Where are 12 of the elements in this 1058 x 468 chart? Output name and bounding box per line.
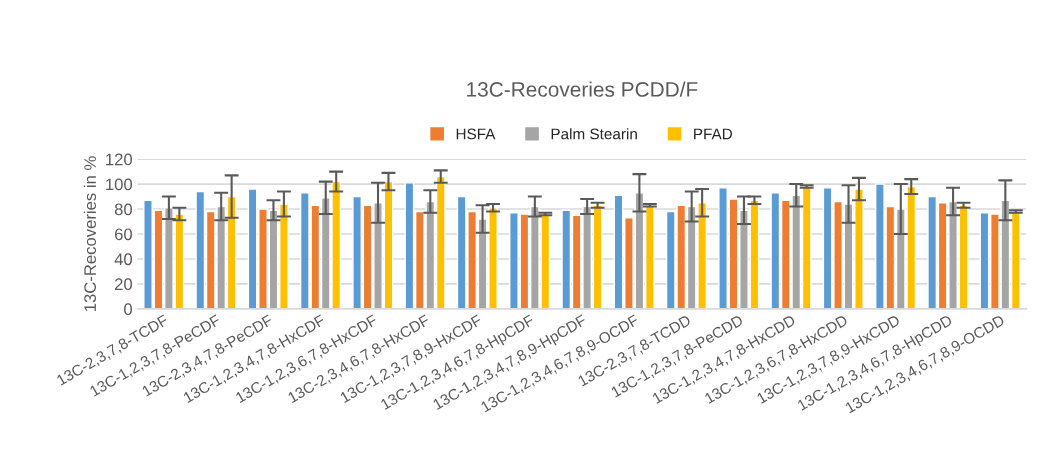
y-tick-label: 0 (124, 303, 133, 316)
y-tick-label: 120 (106, 153, 133, 166)
chart-title: 13C-Recoveries PCDD/F (467, 81, 698, 97)
y-axis-title: 13C-Recoveries in % (83, 156, 97, 311)
y-tick-label: 80 (114, 203, 133, 216)
y-tick-label: 100 (106, 178, 133, 191)
legend-label: PFAD (694, 128, 733, 140)
y-tick-label: 60 (114, 228, 133, 241)
legend-label: HSFA (456, 128, 496, 140)
y-tick-label: 20 (114, 278, 133, 291)
legend-label: Palm Stearin (551, 128, 637, 140)
y-tick-label: 40 (114, 253, 133, 266)
